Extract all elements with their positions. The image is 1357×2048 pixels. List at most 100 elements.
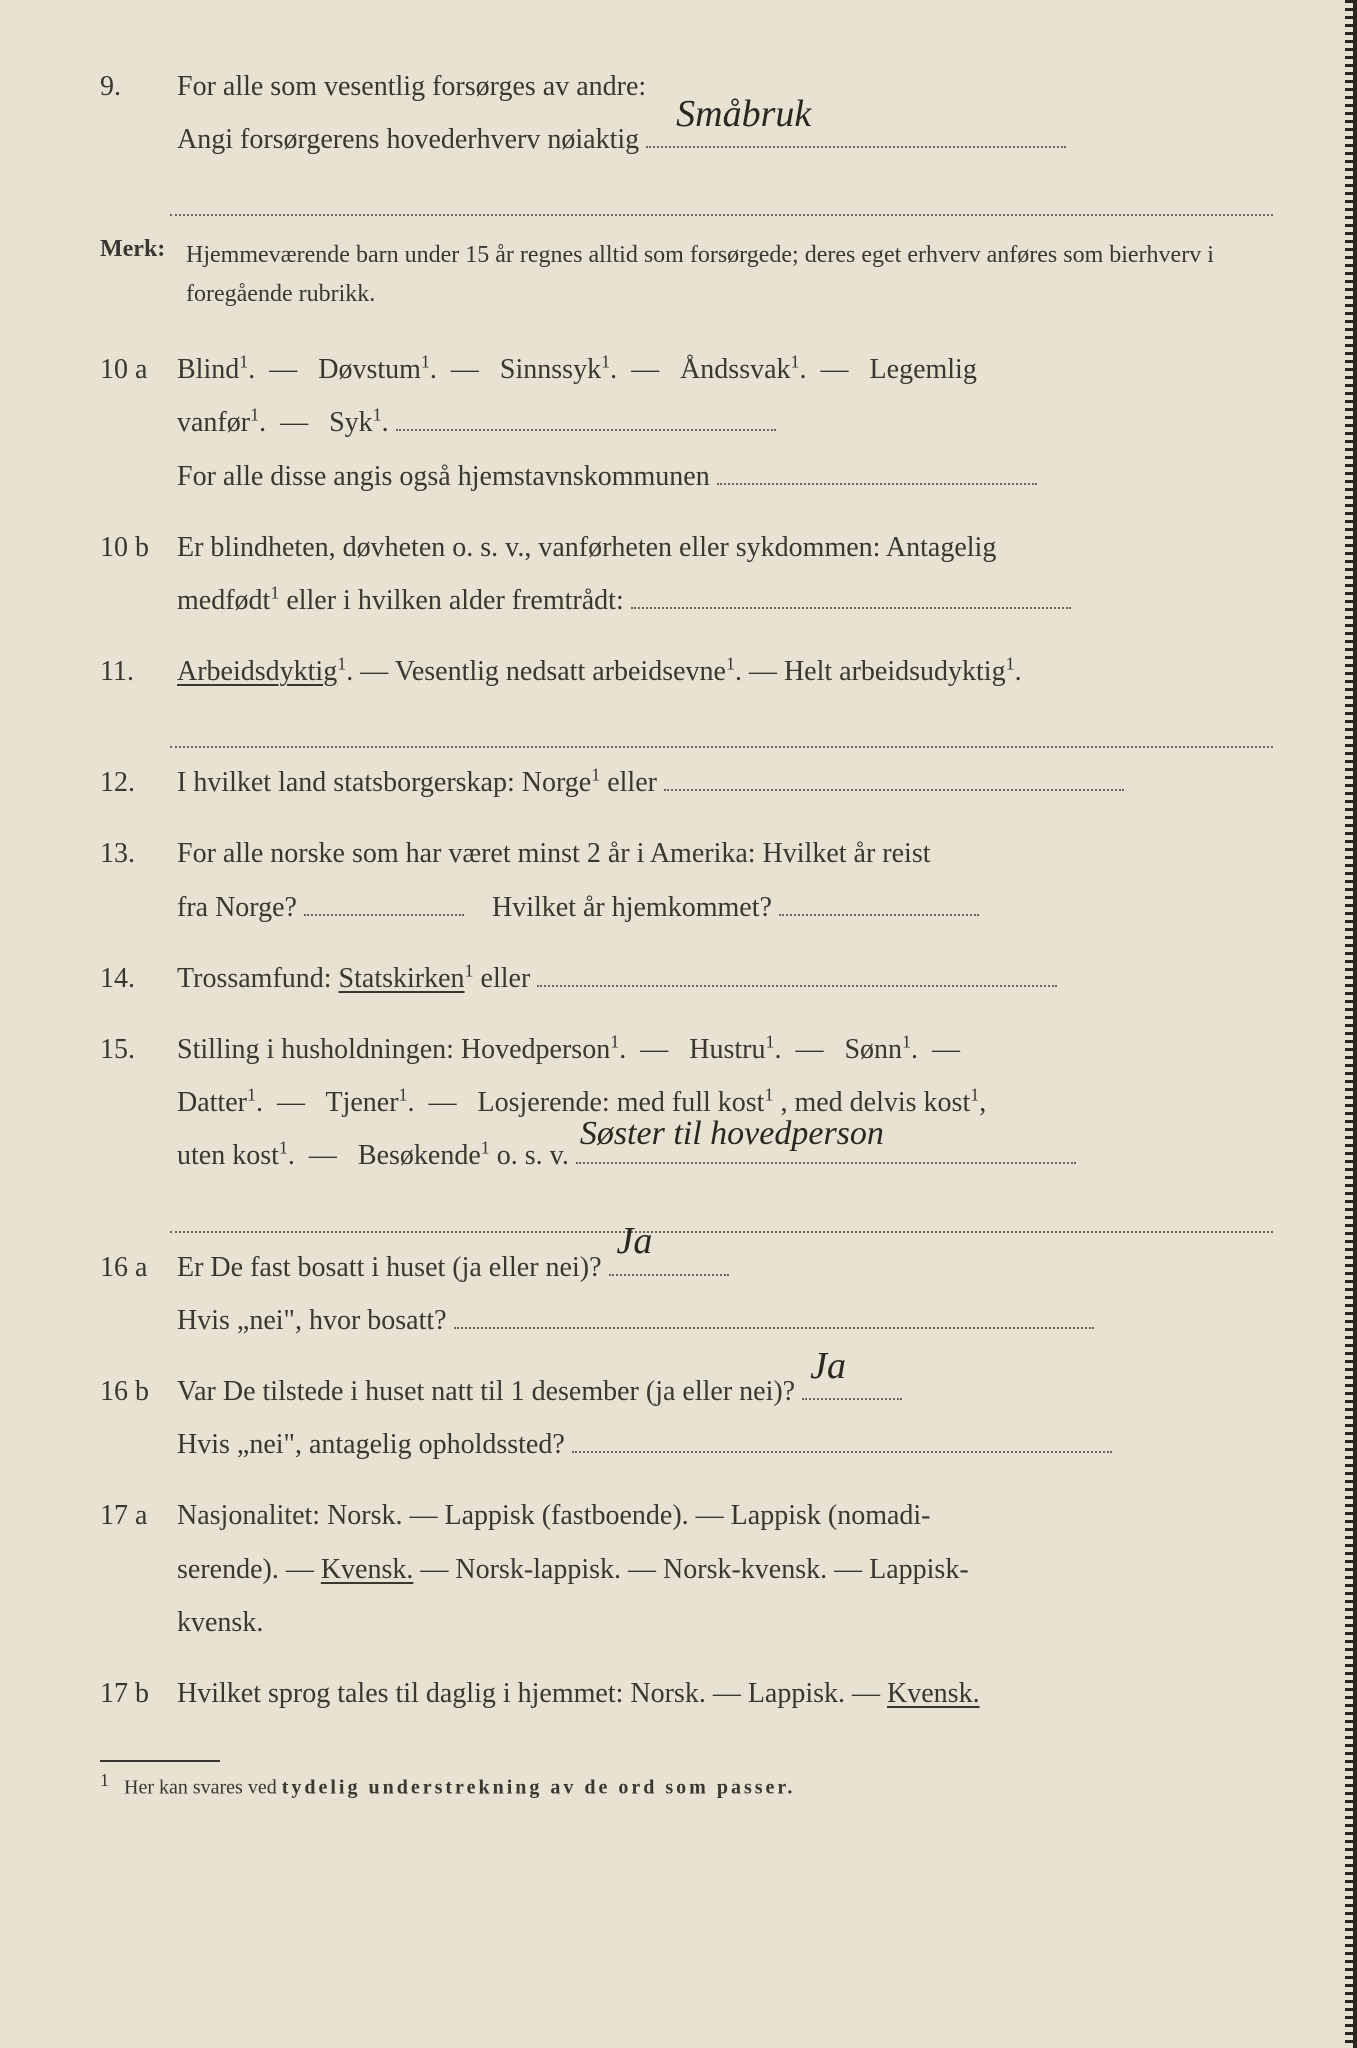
q10b-text1: Er blindheten, døvheten o. s. v., vanfør…	[177, 532, 996, 563]
q10a-opt3: Sinnssyk	[500, 354, 601, 385]
q11-extra-line	[170, 716, 1273, 748]
question-17a: 17 a Nasjonalitet: Norsk. — Lappisk (fas…	[100, 1489, 1273, 1649]
q14-content: Trossamfund: Statskirken1 eller	[177, 952, 1270, 1005]
q16a-answer-line: Ja	[609, 1274, 729, 1276]
sup-20: 1	[279, 1138, 288, 1158]
q10b-blank	[631, 607, 1071, 609]
q15-text5: Tjener	[325, 1087, 398, 1118]
q13-text1: For alle norske som har været minst 2 år…	[177, 838, 931, 869]
sup-8: 1	[337, 654, 346, 674]
q13-text3: Hvilket år hjemkommet?	[492, 892, 772, 923]
q16b-text2: Hvis „nei", antagelig opholdssted?	[177, 1429, 565, 1460]
sup-2: 1	[421, 352, 430, 372]
q16a-text1: Er De fast bosatt i huset (ja eller nei)…	[177, 1252, 602, 1283]
sup-21: 1	[481, 1138, 490, 1158]
q13-content: For alle norske som har været minst 2 år…	[177, 827, 1270, 933]
q12-text2: eller	[607, 767, 657, 798]
q16b-number: 16 b	[100, 1365, 170, 1418]
q9-line1: For alle som vesentlig forsørges av andr…	[177, 71, 646, 102]
q16b-blank	[572, 1451, 1112, 1453]
q12-text: I hvilket land statsborgerskap: Norge	[177, 767, 591, 798]
q15-text2: Hustru	[689, 1034, 765, 1065]
sup-3: 1	[601, 352, 610, 372]
q15-handwritten: Søster til hovedperson	[580, 1102, 884, 1167]
q13-text2: fra Norge?	[177, 892, 297, 923]
question-13: 13. For alle norske som har været minst …	[100, 827, 1273, 933]
q11-opt2: Vesentlig nedsatt arbeidsevne	[395, 656, 726, 687]
q13-blank2	[779, 914, 979, 916]
q17a-opt: Kvensk.	[321, 1554, 414, 1585]
q9-line2: Angi forsørgerens hovederhverv nøiaktig	[177, 124, 639, 155]
sup-1: 1	[239, 352, 248, 372]
q10b-text3: eller i hvilken alder fremtrådt:	[286, 585, 623, 616]
q15-extra-line	[170, 1201, 1273, 1233]
q14-opt: Statskirken	[339, 963, 465, 994]
question-11: 11. Arbeidsdyktig1. — Vesentlig nedsatt …	[100, 645, 1273, 698]
sup-19: 1	[970, 1085, 979, 1105]
q17a-text2: serende). —	[177, 1554, 321, 1585]
merk-text: Hjemmeværende barn under 15 år regnes al…	[186, 236, 1269, 313]
sup-9: 1	[726, 654, 735, 674]
q14-text1: Trossamfund:	[177, 963, 339, 994]
q10a-opt2: Døvstum	[318, 354, 421, 385]
sup-11: 1	[591, 765, 600, 785]
q12-content: I hvilket land statsborgerskap: Norge1 e…	[177, 756, 1270, 809]
q10a-opt7: Syk	[329, 407, 373, 438]
q13-blank1	[304, 914, 464, 916]
q17b-text1: Hvilket sprog tales til daglig i hjemmet…	[177, 1678, 887, 1709]
q17b-number: 17 b	[100, 1667, 170, 1720]
q16a-handwritten: Ja	[617, 1205, 653, 1277]
q17a-text3: — Norsk-lappisk. — Norsk-kvensk. — Lappi…	[420, 1554, 968, 1585]
sup-6: 1	[373, 405, 382, 425]
q15-text9: Besøkende	[358, 1140, 481, 1171]
census-form-page: 9. For alle som vesentlig forsørges av a…	[0, 0, 1357, 2048]
q9-extra-line	[170, 184, 1273, 216]
q11-number: 11.	[100, 645, 170, 698]
q15-text10: o. s. v.	[497, 1140, 569, 1171]
question-16b: 16 b Var De tilstede i huset natt til 1 …	[100, 1365, 1273, 1471]
question-16a: 16 a Er De fast bosatt i huset (ja eller…	[100, 1241, 1273, 1347]
q15-text3: Sønn	[844, 1034, 902, 1065]
q10a-text8: For alle disse angis også hjemstavnskomm…	[177, 461, 710, 492]
sup-15: 1	[902, 1032, 911, 1052]
q13-number: 13.	[100, 827, 170, 880]
q10a-opt5: Legemlig	[870, 354, 977, 385]
q9-number: 9.	[100, 60, 170, 113]
q14-number: 14.	[100, 952, 170, 1005]
q17a-content: Nasjonalitet: Norsk. — Lappisk (fastboen…	[177, 1489, 1270, 1649]
footnote-rule	[100, 1760, 220, 1762]
q16b-answer-line: Ja	[802, 1398, 902, 1400]
q15-text4: Datter	[177, 1087, 247, 1118]
q10b-number: 10 b	[100, 521, 170, 574]
q17a-number: 17 a	[100, 1489, 170, 1542]
q10a-opt4: Åndssvak	[680, 354, 790, 385]
sup-5: 1	[250, 405, 259, 425]
q10a-number: 10 a	[100, 343, 170, 396]
q11-opt3: Helt arbeidsudyktig	[784, 656, 1006, 687]
sup-17: 1	[399, 1085, 408, 1105]
question-9: 9. For alle som vesentlig forsørges av a…	[100, 60, 1273, 166]
q11-opt1: Arbeidsdyktig	[177, 656, 337, 687]
q16a-text2: Hvis „nei", hvor bosatt?	[177, 1305, 447, 1336]
sup-12: 1	[465, 961, 474, 981]
q17b-content: Hvilket sprog tales til daglig i hjemmet…	[177, 1667, 1270, 1720]
q10b-text2: medfødt	[177, 585, 270, 616]
sup-13: 1	[610, 1032, 619, 1052]
q9-answer-line: Småbruk	[646, 146, 1066, 148]
sup-7: 1	[270, 583, 279, 603]
question-10b: 10 b Er blindheten, døvheten o. s. v., v…	[100, 521, 1273, 627]
question-14: 14. Trossamfund: Statskirken1 eller	[100, 952, 1273, 1005]
q10a-opt1: Blind	[177, 354, 239, 385]
q12-number: 12.	[100, 756, 170, 809]
q15-answer-line: Søster til hovedperson	[576, 1162, 1076, 1164]
q16a-content: Er De fast bosatt i huset (ja eller nei)…	[177, 1241, 1270, 1347]
question-10a: 10 a Blind1. — Døvstum1. — Sinnssyk1. — …	[100, 343, 1273, 503]
merk-note: Merk: Hjemmeværende barn under 15 år reg…	[100, 236, 1273, 313]
q14-text2: eller	[481, 963, 531, 994]
q10a-blank	[396, 429, 776, 431]
q16a-number: 16 a	[100, 1241, 170, 1294]
q10b-content: Er blindheten, døvheten o. s. v., vanfør…	[177, 521, 1270, 627]
q12-blank	[664, 789, 1124, 791]
q15-content: Stilling i husholdningen: Hovedperson1. …	[177, 1023, 1270, 1183]
q16b-text1: Var De tilstede i huset natt til 1 desem…	[177, 1376, 795, 1407]
